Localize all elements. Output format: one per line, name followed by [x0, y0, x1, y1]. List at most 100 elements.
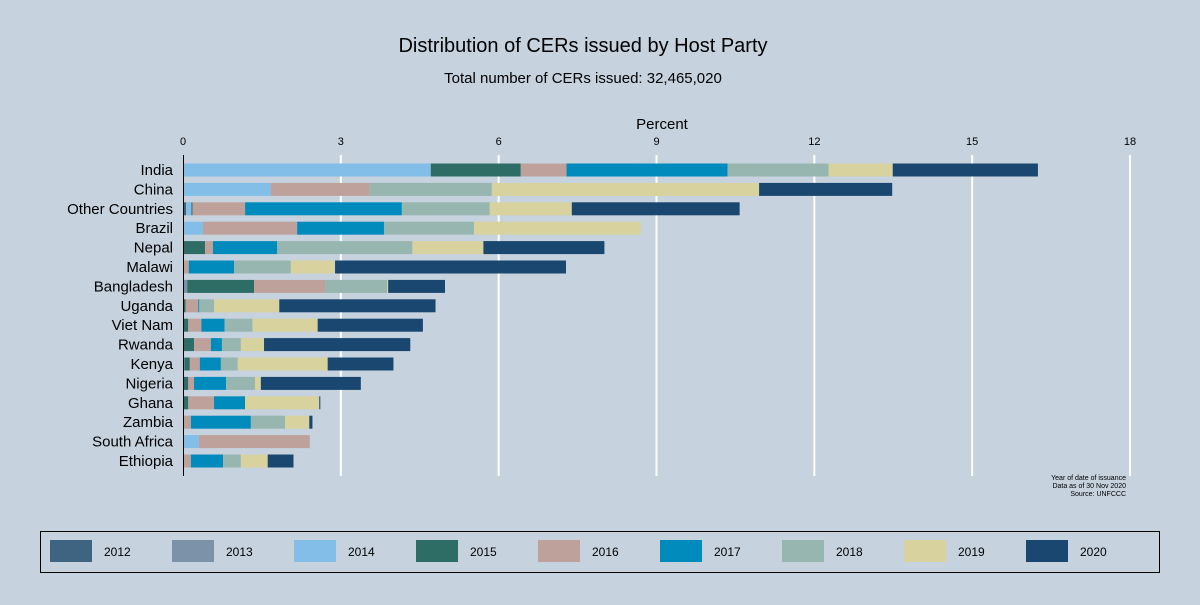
bar-segment-2016 — [205, 241, 213, 255]
category-label: Ghana — [128, 395, 174, 412]
legend-swatch — [538, 540, 580, 562]
bar-segment-2017 — [190, 415, 251, 429]
bar-segment-2019 — [290, 260, 336, 274]
bar-segment-2014 — [183, 435, 199, 449]
bar-segment-2017 — [245, 202, 402, 216]
legend-swatch — [294, 540, 336, 562]
bar-segment-2017 — [214, 396, 246, 410]
source-note: Data as of 30 Nov 2020 — [1052, 483, 1126, 490]
legend-swatch — [172, 540, 214, 562]
bar-segment-2019 — [473, 221, 641, 235]
bar-segment-2017 — [201, 318, 225, 332]
bar-segment-2017 — [194, 376, 227, 390]
bar-segment-2018 — [234, 260, 291, 274]
bar-segment-2019 — [387, 279, 389, 293]
bar-segment-2015 — [430, 163, 521, 177]
legend-swatch — [782, 540, 824, 562]
x-tick-label: 3 — [338, 136, 344, 148]
bar-segment-2020 — [571, 202, 740, 216]
legend-swatch — [416, 540, 458, 562]
bar-segment-2014 — [183, 221, 203, 235]
chart-title: Distribution of CERs issued by Host Part… — [398, 35, 767, 57]
bar-segment-2016 — [202, 221, 298, 235]
category-label: Uganda — [120, 298, 173, 315]
bar-segment-2015 — [183, 241, 206, 255]
bar-segment-2016 — [188, 396, 215, 410]
bar-segment-2017 — [199, 357, 221, 371]
bar-segment-2020 — [264, 338, 411, 352]
category-label: Ethiopia — [119, 453, 174, 470]
legend-label: 2018 — [836, 545, 863, 559]
category-label: India — [140, 162, 173, 179]
category-label: Viet Nam — [112, 317, 173, 334]
bar-segment-2018 — [224, 318, 253, 332]
bar-segment-2020 — [759, 182, 893, 196]
bar-segment-2020 — [388, 279, 446, 293]
legend-swatch — [904, 540, 946, 562]
bar-segment-2018 — [199, 299, 215, 313]
bar-segment-2018 — [226, 376, 256, 390]
bar-segment-2017 — [566, 163, 728, 177]
bar-segment-2016 — [189, 357, 200, 371]
bar-segment-2019 — [828, 163, 893, 177]
bar-segment-2020 — [327, 357, 394, 371]
bar-segment-2020 — [260, 376, 361, 390]
bar-segment-2020 — [267, 454, 294, 468]
category-label: Nepal — [134, 240, 173, 257]
bar-segment-2018 — [220, 357, 238, 371]
bar-segment-2020 — [319, 396, 321, 410]
bar-segment-2016 — [185, 299, 199, 313]
legend-label: 2014 — [348, 545, 375, 559]
bar-segment-2015 — [183, 318, 189, 332]
category-label: Zambia — [123, 414, 174, 431]
bar-segment-2020 — [279, 299, 436, 313]
bar-segment-2016 — [183, 415, 191, 429]
bar-segment-2020 — [309, 415, 313, 429]
bar-segment-2017 — [212, 241, 278, 255]
bar-segment-2013 — [183, 279, 188, 293]
bar-segment-2016 — [183, 260, 189, 274]
bar-segment-2015 — [183, 396, 189, 410]
bar-segment-2018 — [277, 241, 413, 255]
category-label: Nigeria — [125, 375, 173, 392]
legend-label: 2012 — [104, 545, 131, 559]
bar-segment-2017 — [198, 299, 200, 313]
bar-segment-2016 — [254, 279, 326, 293]
legend-box — [40, 531, 1160, 573]
source-note: Source: UNFCCC — [1070, 491, 1126, 498]
bar-segment-2019 — [412, 241, 484, 255]
x-tick-label: 6 — [496, 136, 502, 148]
bar-segment-2015 — [183, 299, 186, 313]
x-tick-label: 15 — [966, 136, 978, 148]
bar-segment-2015 — [187, 279, 255, 293]
bar-segment-2014 — [186, 202, 192, 216]
bar-segment-2019 — [489, 202, 572, 216]
bar-segment-2017 — [297, 221, 384, 235]
legend-swatch — [50, 540, 92, 562]
bar-segment-2015 — [184, 357, 190, 371]
bar-segment-2018 — [401, 202, 490, 216]
category-label: Other Countries — [67, 201, 173, 218]
category-label: South Africa — [92, 434, 174, 451]
bar-segment-2019 — [255, 376, 261, 390]
bar-segment-2016 — [183, 454, 191, 468]
x-tick-label: 18 — [1124, 136, 1136, 148]
category-label: China — [134, 181, 174, 198]
bar-segment-2019 — [237, 357, 328, 371]
bar-segment-2020 — [317, 318, 423, 332]
legend-label: 2019 — [958, 545, 985, 559]
bar-segment-2015 — [183, 338, 195, 352]
bar-segment-2014 — [183, 163, 431, 177]
legend-label: 2016 — [592, 545, 619, 559]
chart-subtitle: Total number of CERs issued: 32,465,020 — [444, 70, 722, 87]
bar-segment-2019 — [240, 338, 265, 352]
bar-segment-2019 — [214, 299, 280, 313]
bar-segment-2016 — [192, 202, 246, 216]
legend-label: 2017 — [714, 545, 741, 559]
bar-segment-2019 — [245, 396, 320, 410]
bar-segment-2019 — [240, 454, 268, 468]
bar-segment-2012 — [183, 202, 187, 216]
bar-segment-2017 — [188, 260, 235, 274]
category-label: Kenya — [130, 356, 173, 373]
